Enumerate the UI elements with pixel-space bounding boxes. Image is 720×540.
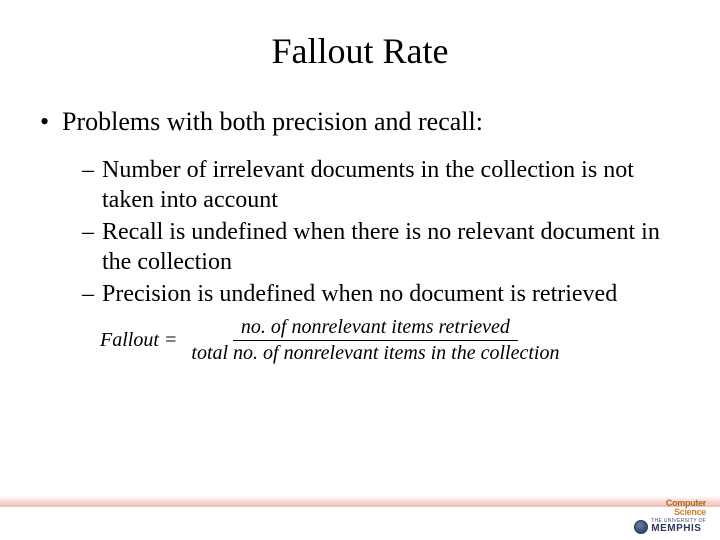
logo-uni-big: MEMPHIS <box>651 524 701 534</box>
formula-denominator: total no. of nonrelevant items in the co… <box>183 341 567 366</box>
formula-lhs: Fallout = <box>100 329 183 352</box>
slide-title: Fallout Rate <box>40 30 680 72</box>
main-bullet: Problems with both precision and recall: <box>40 107 680 137</box>
logo-university-block: THE UNIVERSITY OF MEMPHIS <box>634 519 706 534</box>
slide: Fallout Rate Problems with both precisio… <box>0 0 720 540</box>
logo-cs-line2: Science <box>674 508 706 517</box>
logo-university-text: THE UNIVERSITY OF MEMPHIS <box>651 519 706 534</box>
university-seal-icon <box>634 520 648 534</box>
sub-bullet: Recall is undefined when there is no rel… <box>82 217 680 277</box>
university-logo: Computer Science THE UNIVERSITY OF MEMPH… <box>634 488 706 534</box>
formula-fraction: no. of nonrelevant items retrieved total… <box>183 315 567 366</box>
sub-bullet: Precision is undefined when no document … <box>82 279 680 309</box>
fallout-formula: Fallout = no. of nonrelevant items retri… <box>100 315 680 366</box>
footer-bar <box>0 506 720 540</box>
footer: Computer Science THE UNIVERSITY OF MEMPH… <box>0 498 720 540</box>
sub-bullet: Number of irrelevant documents in the co… <box>82 155 680 215</box>
formula-numerator: no. of nonrelevant items retrieved <box>233 315 518 341</box>
sub-bullet-list: Number of irrelevant documents in the co… <box>82 155 680 309</box>
footer-accent-bar <box>0 496 720 506</box>
